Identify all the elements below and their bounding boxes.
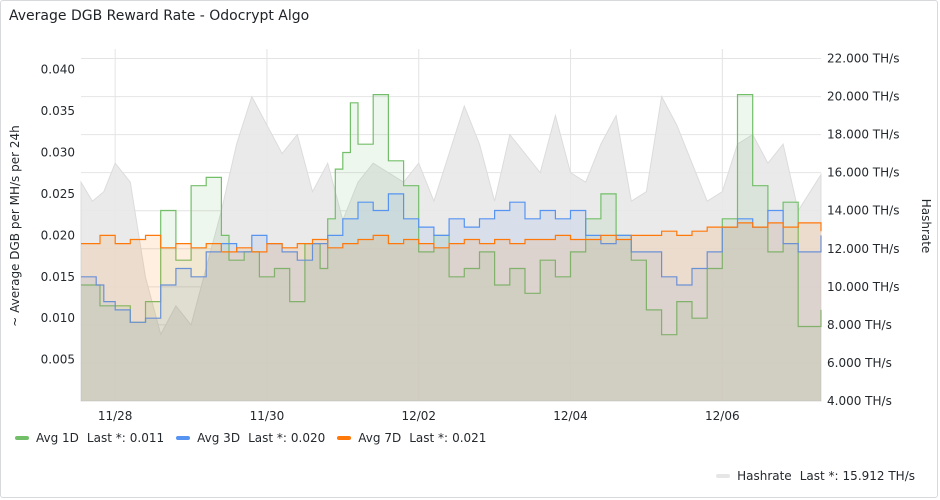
x-axis-ticks: 11/28 11/30 12/02 12/04 12/06 [98, 409, 740, 423]
legend-secondary: Hashrate Last *: 15.912 TH/s [716, 469, 915, 483]
legend-name-avg-1d[interactable]: Avg 1D [36, 431, 79, 445]
series-area-avg-3d [81, 193, 821, 401]
series-area-avg-1d [81, 94, 821, 401]
legend-name-hashrate[interactable]: Hashrate [737, 469, 792, 483]
series-area-hashrate [80, 95, 822, 402]
y-tick-label: 0.020 [41, 228, 75, 242]
legend-swatch-hashrate[interactable] [716, 474, 731, 478]
y2-tick-label: 16.000 TH/s [827, 166, 899, 180]
y2-tick-label: 6.000 TH/s [827, 356, 892, 370]
y-tick-label: 0.005 [41, 353, 75, 367]
legend-last-label-avg-7d: Last *: [409, 431, 449, 445]
y2-tick-label: 22.000 TH/s [827, 52, 899, 66]
x-tick-label: 11/30 [250, 409, 285, 423]
legend-last-value-hashrate: 15.912 TH/s [842, 469, 915, 483]
hashrate-area [80, 95, 822, 402]
y2-tick-label: 12.000 TH/s [827, 242, 899, 256]
y2-tick-label: 4.000 TH/s [827, 394, 892, 408]
y-axis-left-title: ~ Average DGB per MH/s per 24h [8, 125, 22, 326]
y2-tick-label: 20.000 TH/s [827, 90, 899, 104]
legend-name-avg-3d[interactable]: Avg 3D [197, 431, 241, 445]
legend-last-value-avg-3d: 0.020 [290, 431, 326, 445]
series-line-avg-7d[interactable] [81, 222, 822, 253]
x-tick-label: 12/04 [553, 409, 588, 423]
legend-last-value-avg-7d: 0.021 [452, 431, 487, 445]
y-tick-label: 0.010 [41, 311, 75, 325]
y2-tick-label: 8.000 TH/s [827, 318, 892, 332]
x-tick-label: 11/28 [98, 409, 133, 423]
panel-title[interactable]: Average DGB Reward Rate - Odocrypt Algo [9, 8, 310, 24]
y-tick-label: 0.030 [41, 146, 75, 160]
y-axis-left-ticks: 0.005 0.010 0.015 0.020 0.025 0.030 0.035 0.040 [41, 63, 75, 367]
y2-tick-label: 14.000 TH/s [827, 204, 899, 218]
legend-swatch-avg-1d[interactable] [15, 436, 29, 440]
legend-name-avg-7d[interactable]: Avg 7D [358, 431, 402, 445]
y-tick-label: 0.035 [41, 104, 75, 118]
x-tick-label: 12/06 [705, 409, 740, 423]
x-tick-label: 12/02 [401, 409, 436, 423]
legend-last-label-hashrate: Last *: [799, 469, 839, 483]
legend-primary: Avg 1D Last *: 0.011 Avg 3D Last *: 0.02… [15, 431, 486, 445]
y2-tick-label: 10.000 TH/s [827, 280, 899, 294]
series-area-avg-7d [81, 222, 821, 401]
y2-tick-label: 18.000 TH/s [827, 128, 899, 142]
y-axis-right-title: Hashrate [919, 199, 933, 254]
legend-last-label-avg-3d: Last *: [248, 431, 287, 445]
legend-last-label-avg-1d: Last *: [86, 431, 126, 445]
series-layer [81, 94, 822, 401]
series-line-avg-3d[interactable] [81, 193, 822, 323]
legend-last-value-avg-1d: 0.011 [129, 431, 165, 445]
legend-swatch-avg-7d[interactable] [337, 436, 352, 440]
y-tick-label: 0.015 [41, 270, 75, 284]
y-axis-right-ticks: 4.000 TH/s 6.000 TH/s 8.000 TH/s 10.000 TH/… [827, 52, 899, 408]
y-tick-label: 0.025 [41, 187, 75, 201]
y-tick-label: 0.040 [41, 63, 75, 77]
legend-swatch-avg-3d[interactable] [176, 436, 191, 440]
